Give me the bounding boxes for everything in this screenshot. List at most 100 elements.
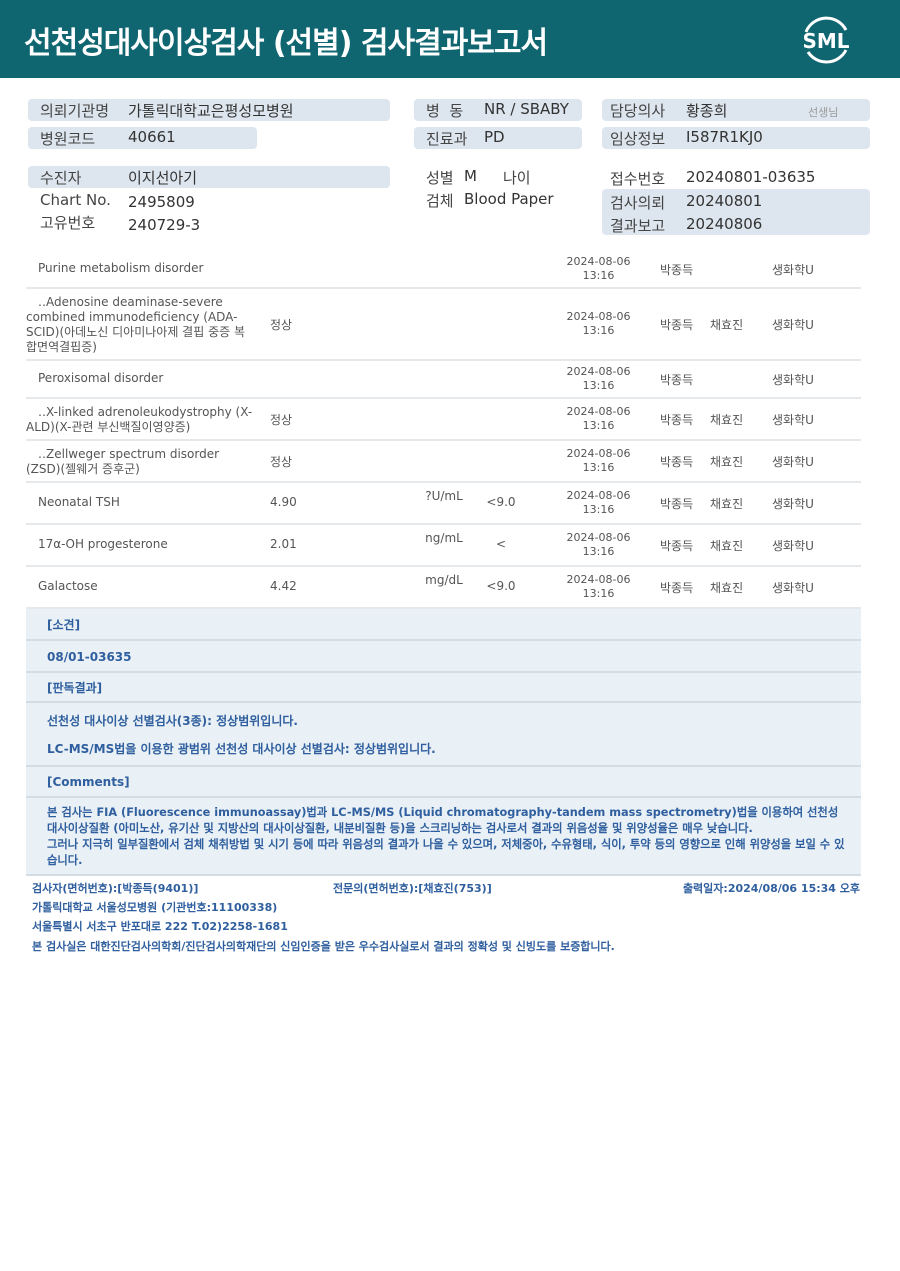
unique-value: 240729-3	[128, 216, 201, 234]
doctor-suffix: 선생님	[808, 106, 839, 119]
tester: 박종득	[660, 413, 694, 427]
test-datetime: 2024-08-06 13:16	[561, 365, 636, 393]
tester: 박종득	[660, 262, 694, 277]
sex-label: 성별	[426, 169, 454, 187]
tester: 박종득	[660, 539, 694, 553]
report-header: 선천성대사이상검사 (선별) 검사결과보고서 SML	[0, 0, 900, 78]
table-row: Purine metabolism disorder 2024-08-06 13:1…	[26, 250, 861, 289]
reference-range: <	[495, 537, 507, 551]
doctor-label: 담당의사	[610, 102, 666, 120]
test-name: Peroxisomal disorder	[38, 371, 164, 385]
patient-label: 수진자	[40, 169, 82, 187]
test-datetime: 2024-08-06 13:16	[561, 573, 636, 601]
table-row: ‥Adenosine deaminase-severe combined imm…	[26, 289, 861, 361]
chart-label: Chart No.	[40, 191, 111, 209]
footer-cert: 본 검사실은 대한진단검사의학회/진단검사의학재단의 신임인증을 받은 우수검사…	[32, 940, 615, 953]
test-time: 13:16	[582, 545, 615, 558]
test-time: 13:16	[582, 379, 615, 392]
department: 생화학U	[772, 318, 814, 332]
test-time: 13:16	[582, 419, 615, 432]
result-value: 4.42	[270, 579, 297, 593]
clinical-label: 임상정보	[610, 130, 666, 148]
test-date: 2024-08-06	[566, 573, 631, 586]
dept-label: 진료과	[426, 130, 468, 148]
test-datetime: 2024-08-06 13:16	[561, 489, 636, 517]
confirmer: 채효진	[710, 497, 744, 511]
footer-address: 서울특별시 서초구 반포대로 222 T.02)2258-1681	[32, 920, 288, 933]
reference-range: <9.0	[486, 495, 516, 509]
unit: ?U/mL	[425, 489, 463, 503]
test-date: 2024-08-06	[566, 310, 631, 323]
report-value: 20240806	[686, 215, 763, 233]
hospital-code-label: 병원코드	[40, 130, 96, 148]
test-date: 2024-08-06	[566, 405, 631, 418]
table-row: ‥X-linked adrenoleukodystrophy (X-ALD)(X…	[26, 399, 861, 441]
tester: 박종득	[660, 455, 694, 469]
result-value: 4.90	[270, 495, 297, 509]
test-time: 13:16	[582, 461, 615, 474]
institution-value: 가톨릭대학교은평성모병원	[128, 102, 294, 120]
test-name: Galactose	[38, 579, 98, 593]
test-time: 13:16	[582, 503, 615, 516]
interpretation-line-2: LC-MS/MS법을 이용한 광범위 선천성 대사이상 선별검사: 정상범위입니…	[47, 742, 436, 756]
receipt-label: 접수번호	[610, 170, 666, 188]
result-value: 정상	[270, 455, 293, 469]
tester: 박종득	[660, 581, 694, 595]
test-date: 2024-08-06	[566, 447, 631, 460]
comments-block: 본 검사는 FIA (Fluorescence immunoassay)법과 L…	[26, 798, 861, 876]
test-time: 13:16	[582, 587, 615, 600]
ward-label: 병 동	[426, 102, 464, 120]
footer-specialist: 전문의(면허번호):[채효진(753)]	[333, 882, 492, 895]
test-datetime: 2024-08-06 13:16	[561, 405, 636, 433]
reference-range: <9.0	[486, 579, 516, 593]
opinion-text: 08/01-03635	[26, 641, 861, 673]
institution-label: 의뢰기관명	[40, 102, 110, 120]
department: 생화학U	[772, 581, 814, 595]
test-date: 2024-08-06	[566, 254, 631, 268]
table-row: Galactose 4.42 mg/dL <9.0 2024-08-06 13:16 박종득…	[26, 567, 861, 609]
department: 생화학U	[772, 262, 814, 277]
ward-value: NR / SBABY	[484, 100, 569, 118]
receipt-value: 20240801-03635	[686, 168, 816, 186]
footer-printed: 출력일자:2024/08/06 15:34 오후	[682, 882, 860, 895]
table-row: 17α-OH progesterone 2.01 ng/mL <2024-08-06 1…	[26, 525, 861, 567]
table-row: Peroxisomal disorder 2024-08-06 13:16 박종득 생화…	[26, 361, 861, 399]
result-value: 2.01	[270, 537, 297, 551]
table-row: Neonatal TSH 4.90 ?U/mL <9.0 2024-08-06 13:16…	[26, 483, 861, 525]
test-name: ‥X-linked adrenoleukodystrophy (X-ALD)(X…	[26, 405, 253, 434]
test-date: 2024-08-06	[566, 365, 631, 378]
specimen-value: Blood Paper	[464, 190, 554, 208]
result-value: 정상	[270, 413, 293, 427]
table-row: ‥Zellweger spectrum disorder (ZSD)(젤웨거 증…	[26, 441, 861, 483]
interpretation-label: [판독결과]	[26, 673, 861, 703]
request-value: 20240801	[686, 192, 763, 210]
test-name: ‥Zellweger spectrum disorder (ZSD)(젤웨거 증…	[26, 447, 220, 476]
test-datetime: 2024-08-06 13:16	[561, 310, 636, 338]
report-label: 결과보고	[610, 217, 666, 235]
department: 생화학U	[772, 413, 814, 427]
test-name: Purine metabolism disorder	[38, 260, 204, 275]
test-datetime: 2024-08-06 13:16	[561, 531, 636, 559]
result-value: 정상	[270, 318, 293, 332]
interpretation-block: 선천성 대사이상 선별검사(3종): 정상범위입니다. LC-MS/MS법을 이…	[26, 703, 861, 767]
tester: 박종득	[660, 497, 694, 511]
department: 생화학U	[772, 373, 814, 387]
test-time: 13:16	[582, 324, 615, 337]
tester: 박종득	[660, 373, 694, 387]
confirmer: 채효진	[710, 581, 744, 595]
comments-label: [Comments]	[26, 767, 861, 798]
test-name: 17α-OH progesterone	[38, 537, 168, 551]
confirmer: 채효진	[710, 318, 744, 332]
chart-value: 2495809	[128, 193, 195, 211]
hospital-code-value: 40661	[128, 128, 176, 146]
test-date: 2024-08-06	[566, 489, 631, 502]
doctor-value: 황종희	[686, 102, 728, 120]
confirmer: 채효진	[710, 455, 744, 469]
department: 생화학U	[772, 539, 814, 553]
test-name: Neonatal TSH	[38, 495, 120, 509]
test-time: 13:16	[582, 268, 615, 282]
confirmer: 채효진	[710, 413, 744, 427]
dept-value: PD	[484, 128, 505, 146]
interpretation-line-1: 선천성 대사이상 선별검사(3종): 정상범위입니다.	[47, 714, 298, 728]
unique-label: 고유번호	[40, 214, 96, 232]
